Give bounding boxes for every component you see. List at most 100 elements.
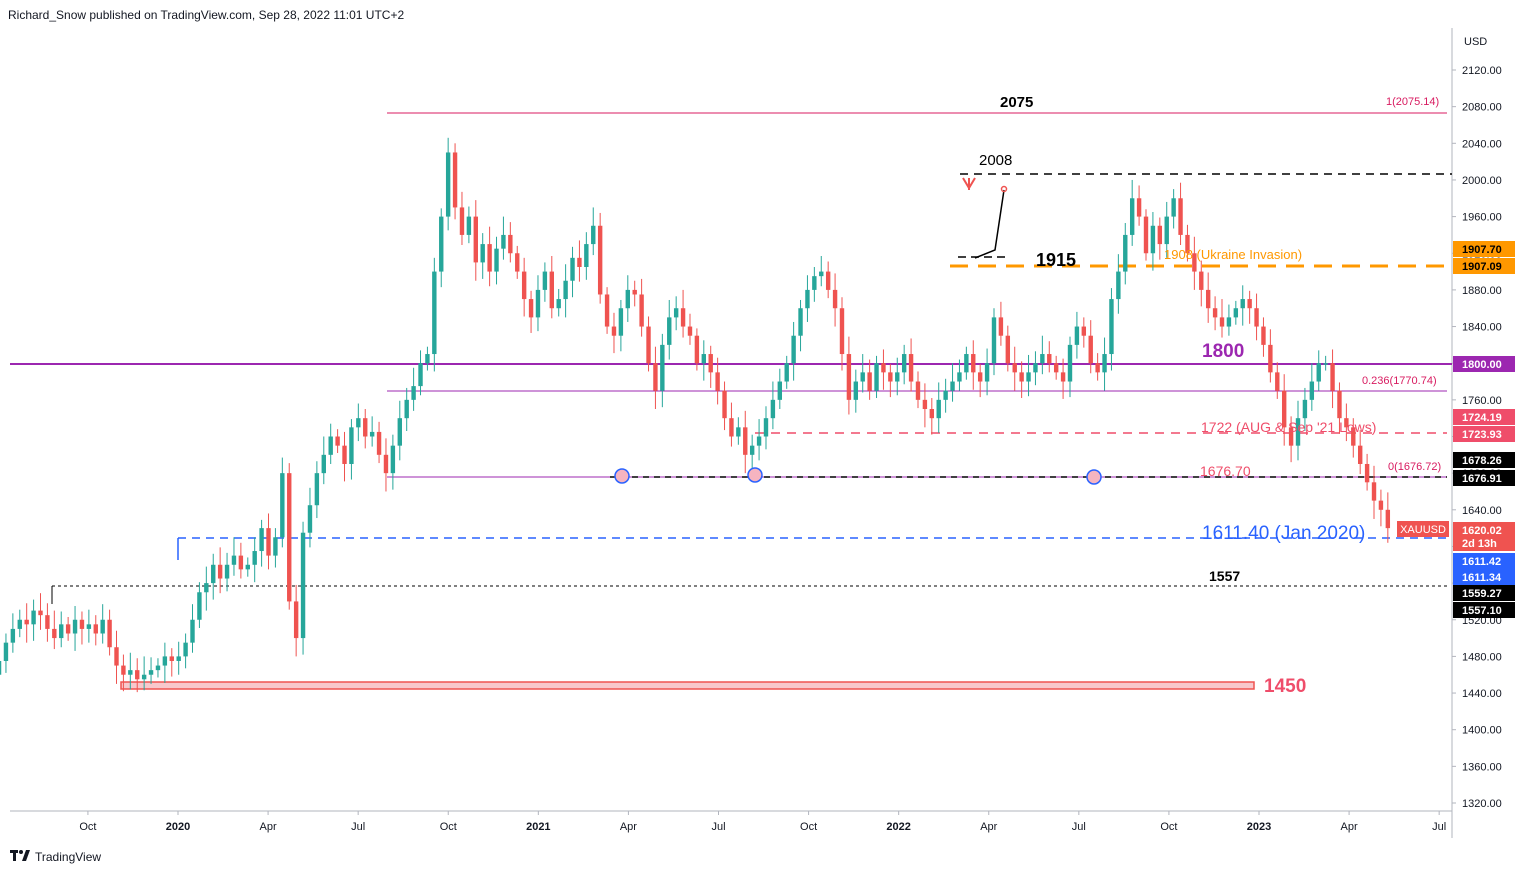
candle-body xyxy=(1254,308,1259,327)
candle-body xyxy=(1275,372,1280,391)
candle-body xyxy=(266,528,271,556)
label-aug-sep-lows: 1722 (AUG & Sep '21 Lows) xyxy=(1201,419,1376,435)
candle-body xyxy=(480,244,485,263)
candle-body xyxy=(1164,216,1169,245)
label-1557: 1557 xyxy=(1209,568,1240,584)
price-tag-text: 1676.91 xyxy=(1462,473,1502,485)
candle-body xyxy=(508,234,513,254)
candle-body xyxy=(1102,354,1107,373)
candle-body xyxy=(1219,317,1225,327)
candle-body xyxy=(10,628,16,643)
price-tag-text: 1611.42 xyxy=(1462,556,1501,568)
candle-body xyxy=(128,670,133,675)
candle-body xyxy=(839,308,845,355)
candle-body xyxy=(618,308,624,336)
candle-body xyxy=(646,326,651,364)
label-ukraine: 1908 (Ukraine Invasion) xyxy=(1164,247,1302,262)
candle-body xyxy=(950,381,955,391)
candle-body xyxy=(107,619,112,648)
label-fib-1: 1(2075.14) xyxy=(1386,96,1439,108)
candle-body xyxy=(397,418,402,446)
label-2075: 2075 xyxy=(1000,94,1033,111)
candle-body xyxy=(1226,317,1232,327)
candle-body xyxy=(501,234,506,249)
candle-body xyxy=(708,354,713,373)
candle-body xyxy=(404,399,409,419)
candle-body xyxy=(1309,381,1315,400)
price-tag xyxy=(1453,356,1515,372)
candle-body xyxy=(660,344,665,391)
candle-body xyxy=(915,381,921,400)
candle-body xyxy=(971,354,976,373)
candle-body xyxy=(881,363,886,373)
candle-body xyxy=(1371,482,1377,501)
candle-body xyxy=(957,372,962,382)
label-2008: 2008 xyxy=(979,152,1012,169)
price-tag-text: 1907.09 xyxy=(1462,261,1502,273)
candle-body xyxy=(259,528,264,552)
tradingview-logo-icon xyxy=(10,849,30,864)
candle-body xyxy=(224,564,230,579)
price-tag-text: 1557.10 xyxy=(1462,605,1502,617)
candle-body xyxy=(964,354,969,373)
candle-body xyxy=(1150,225,1156,254)
candle-body xyxy=(563,280,568,300)
candle-body xyxy=(169,656,174,661)
candle-body xyxy=(86,624,92,629)
candle-body xyxy=(805,289,810,309)
price-tag xyxy=(1453,585,1515,601)
candle-body xyxy=(59,624,64,639)
double-bottom-circle-1 xyxy=(614,468,630,484)
candle-body xyxy=(846,354,852,400)
candle-body xyxy=(245,564,250,570)
candle-body xyxy=(121,665,126,675)
candle-body xyxy=(1212,308,1218,318)
candle-body xyxy=(998,317,1004,336)
candle-body xyxy=(1019,372,1024,382)
candle-body xyxy=(936,399,941,419)
candle-body xyxy=(556,299,561,309)
candle-body xyxy=(1005,335,1011,364)
candle-body xyxy=(604,294,610,327)
y-tick-label: 1360.00 xyxy=(1462,761,1502,773)
candle-body xyxy=(293,601,299,639)
candle-body xyxy=(722,390,727,419)
candle-body xyxy=(874,363,879,391)
support-zone-1450[interactable] xyxy=(120,681,1255,690)
candle-body xyxy=(1047,354,1052,364)
candle-body xyxy=(853,381,859,400)
price-tag xyxy=(1453,522,1515,538)
trend-line-sketch xyxy=(974,189,1005,259)
candle-body xyxy=(625,289,630,309)
candle-body xyxy=(314,473,320,506)
price-tag-text: 1724.19 xyxy=(1462,412,1502,424)
candle-body xyxy=(749,445,755,455)
candle-body xyxy=(369,431,375,437)
y-tick-label: 1840.00 xyxy=(1462,322,1502,334)
candle-body xyxy=(238,555,244,570)
candle-body xyxy=(1385,509,1391,529)
candle-body xyxy=(528,299,534,318)
price-tag-text: 1559.27 xyxy=(1462,588,1502,600)
publisher-header: Richard_Snow published on TradingView.co… xyxy=(8,8,405,22)
candle-body xyxy=(515,253,520,272)
candle-body xyxy=(549,271,554,309)
price-tag xyxy=(1453,241,1515,257)
candle-body xyxy=(1323,363,1328,365)
candle-body xyxy=(45,615,50,629)
candle-body xyxy=(65,624,71,634)
candle-body xyxy=(701,354,707,364)
candle-body xyxy=(756,436,762,446)
candle-body xyxy=(52,628,57,639)
candle-body xyxy=(763,418,769,437)
candle-body xyxy=(784,363,789,382)
candle-body xyxy=(1364,463,1370,483)
candle-body xyxy=(1081,326,1087,336)
x-tick-label: Jul xyxy=(711,821,725,833)
candle-body xyxy=(653,363,658,391)
y-tick-label: 1760.00 xyxy=(1462,395,1502,407)
price-tag xyxy=(1453,258,1515,274)
y-tick-label: 2080.00 xyxy=(1462,102,1502,114)
x-tick-label: Jul xyxy=(1072,821,1086,833)
